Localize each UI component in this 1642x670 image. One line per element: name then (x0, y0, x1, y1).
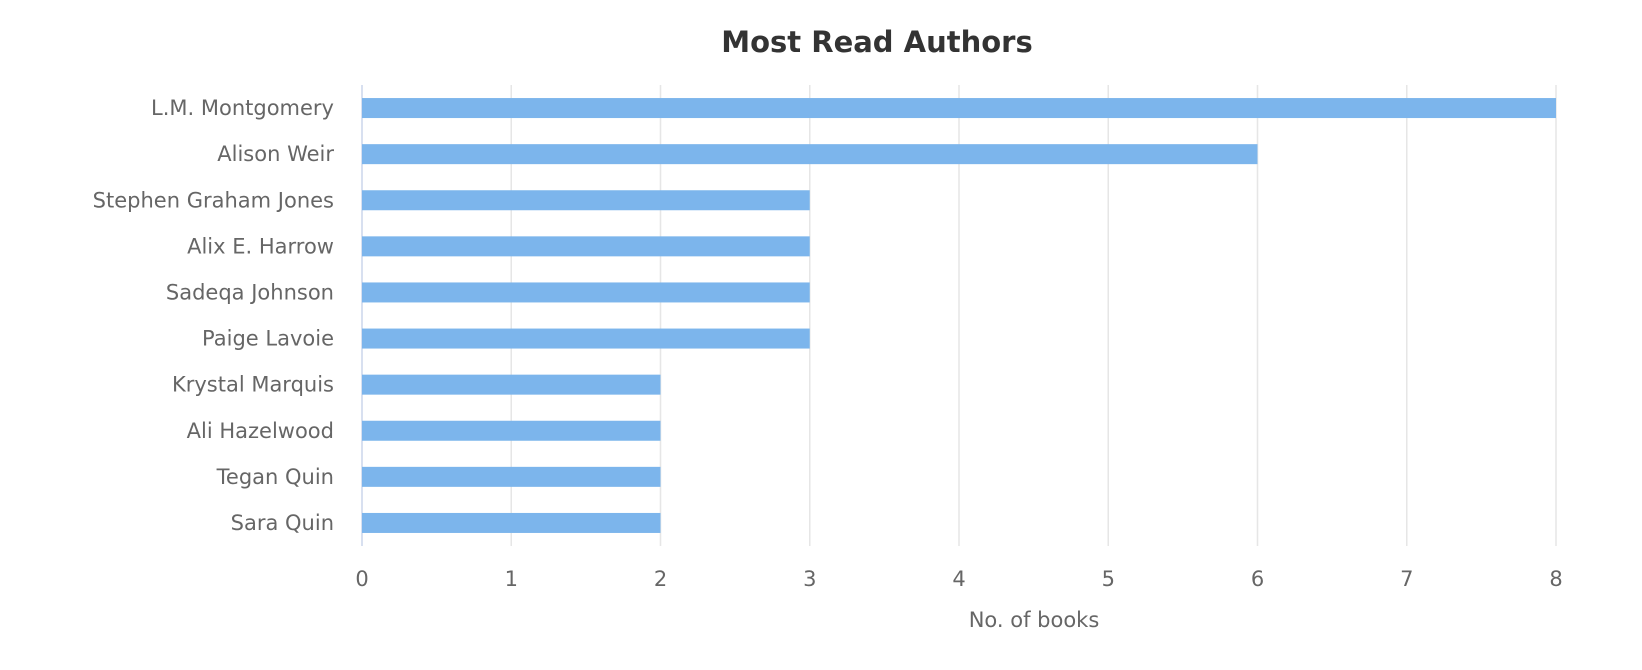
x-tick-label: 8 (1549, 567, 1562, 591)
bar[interactable] (362, 236, 810, 257)
bars (362, 98, 1556, 533)
category-label: Krystal Marquis (172, 373, 334, 397)
x-tick-label: 1 (505, 567, 518, 591)
x-tick-label: 6 (1251, 567, 1264, 591)
bar[interactable] (362, 328, 810, 349)
x-tick-label: 4 (952, 567, 965, 591)
bar[interactable] (362, 98, 1556, 119)
category-label: Alison Weir (217, 142, 334, 166)
x-tick-label: 7 (1400, 567, 1413, 591)
category-label: Alix E. Harrow (187, 234, 334, 258)
bar[interactable] (362, 512, 661, 533)
bar[interactable] (362, 374, 661, 395)
x-axis-title: No. of books (969, 608, 1100, 632)
bar[interactable] (362, 282, 810, 303)
x-tick-label: 3 (803, 567, 816, 591)
category-label: Paige Lavoie (202, 327, 334, 351)
category-label: Stephen Graham Jones (93, 188, 334, 212)
x-tick-label: 5 (1102, 567, 1115, 591)
category-label: Tegan Quin (216, 465, 334, 489)
bar[interactable] (362, 466, 661, 487)
x-tick-label: 0 (355, 567, 368, 591)
chart-title: Most Read Authors (721, 25, 1033, 59)
category-label: Ali Hazelwood (187, 419, 334, 443)
category-label: L.M. Montgomery (151, 96, 334, 120)
category-label: Sadeqa Johnson (166, 280, 334, 304)
bar[interactable] (362, 190, 810, 211)
x-tick-labels: 0 1 2 3 4 5 6 7 8 (355, 567, 1562, 591)
bar[interactable] (362, 420, 661, 441)
x-tick-label: 2 (654, 567, 667, 591)
category-label: Sara Quin (231, 511, 334, 535)
bar[interactable] (362, 144, 1258, 165)
category-labels: L.M. Montgomery Alison Weir Stephen Graham… (93, 96, 335, 535)
